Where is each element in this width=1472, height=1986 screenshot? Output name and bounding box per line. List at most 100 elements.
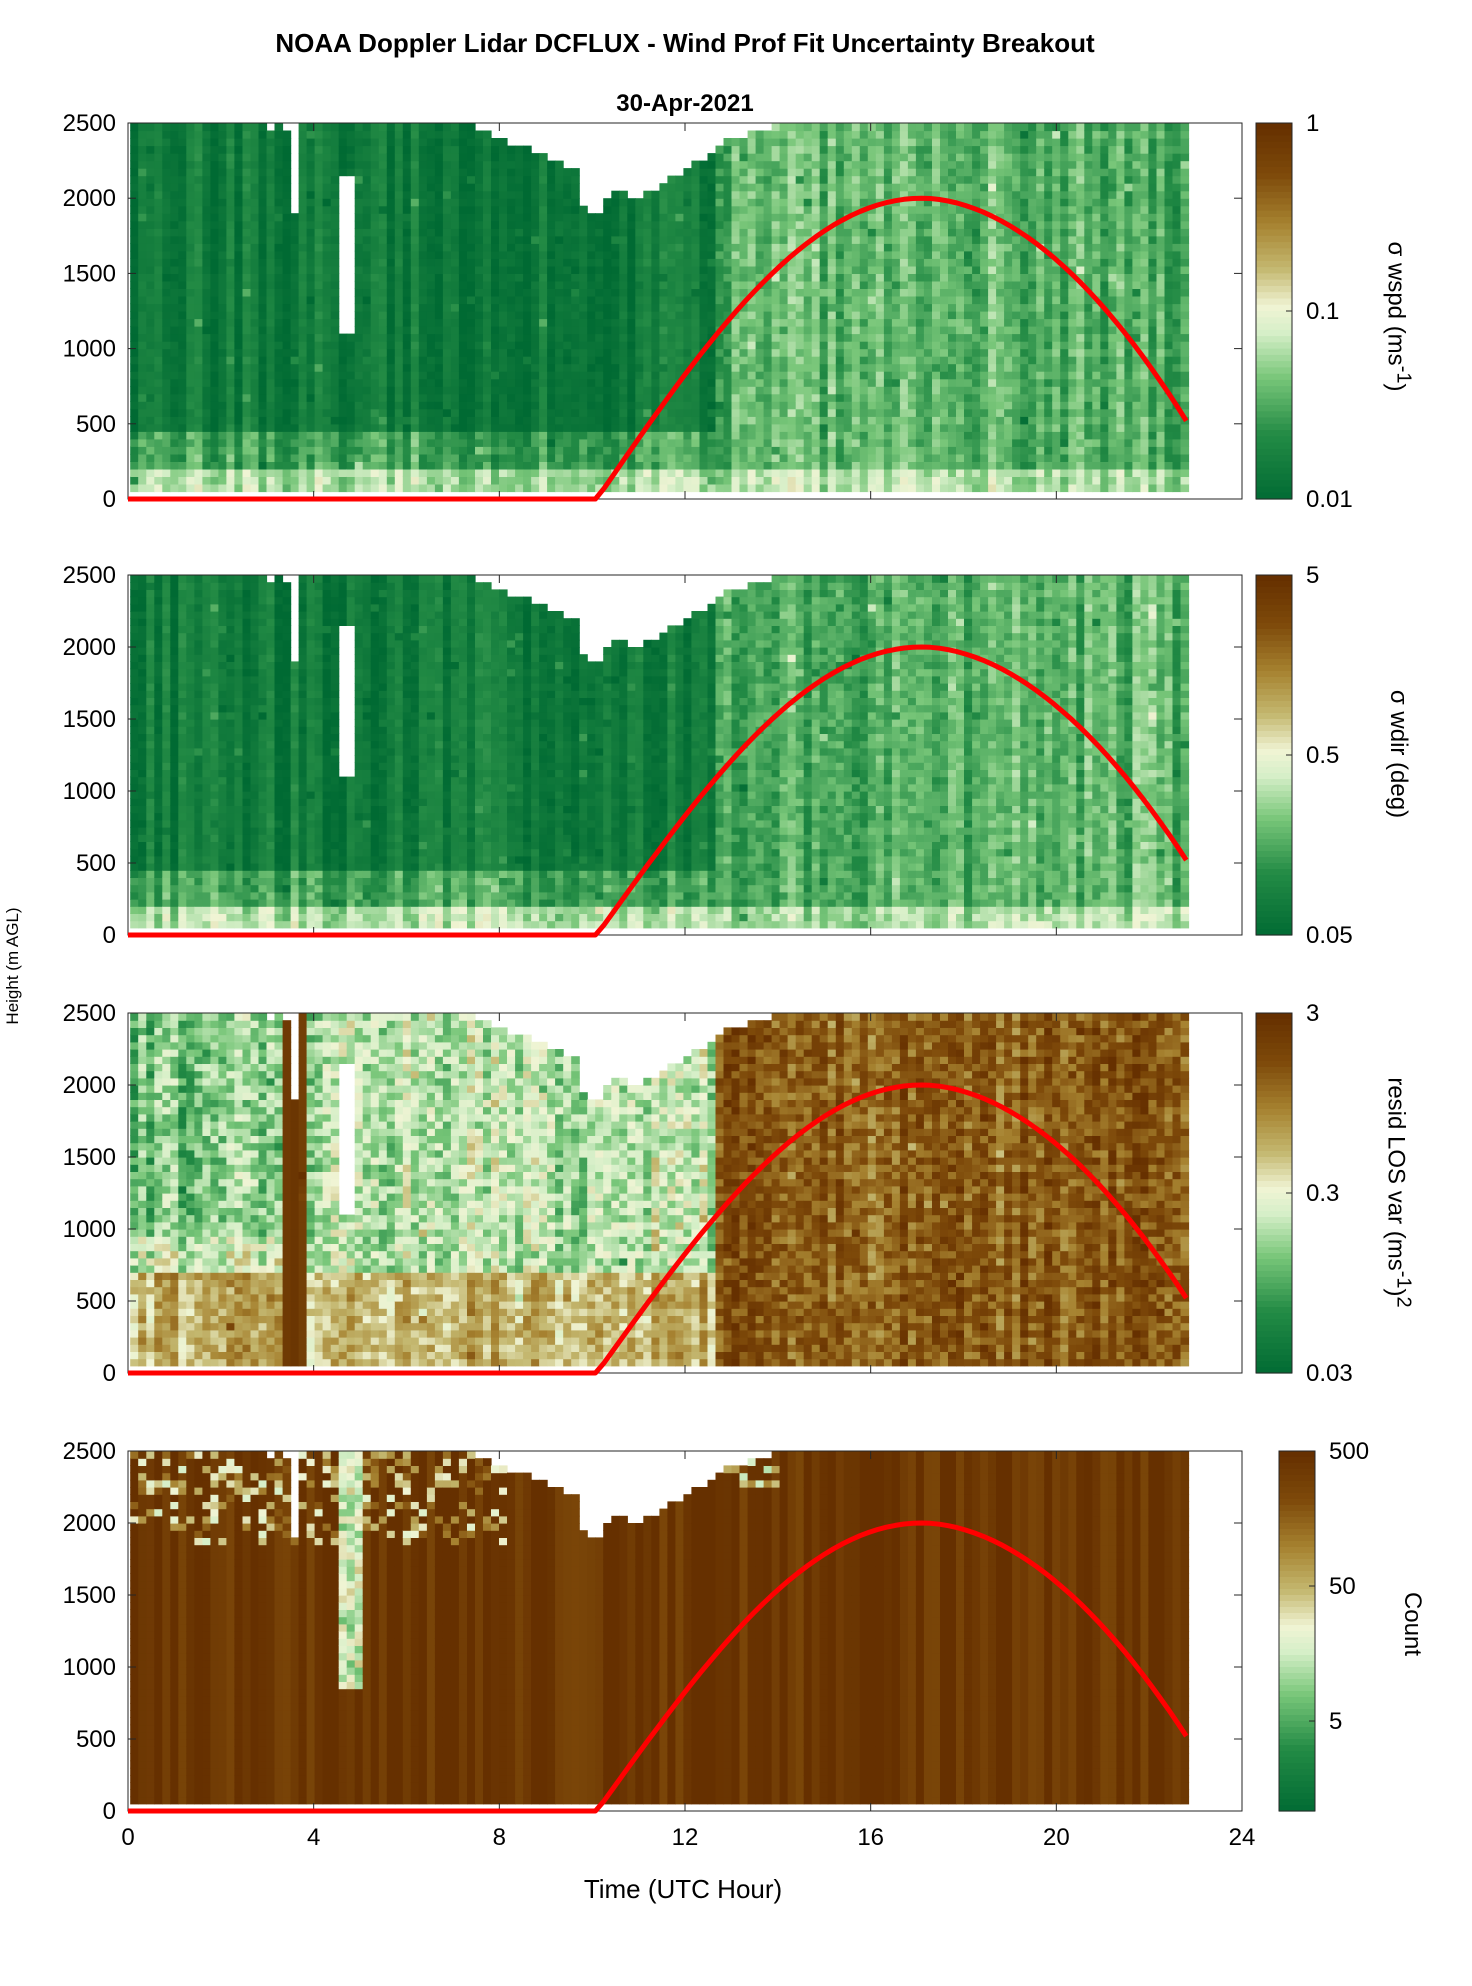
heatmap-cell	[178, 401, 187, 410]
heatmap-cell	[883, 160, 893, 169]
heatmap-cell	[330, 265, 340, 274]
heatmap-cell	[675, 303, 684, 312]
heatmap-cell	[835, 378, 845, 387]
heatmap-cell	[475, 326, 484, 335]
heatmap-cell	[338, 333, 348, 342]
heatmap-cell	[378, 476, 388, 485]
heatmap-cell	[980, 265, 989, 274]
heatmap-cell	[242, 175, 252, 184]
heatmap-cell	[643, 303, 652, 312]
heatmap-cell	[202, 393, 211, 402]
heatmap-cell	[202, 476, 211, 485]
heatmap-cell	[483, 213, 492, 222]
heatmap-cell	[595, 341, 604, 350]
heatmap-cell	[915, 356, 925, 365]
heatmap-cell	[948, 416, 957, 425]
heatmap-cell	[964, 423, 973, 432]
heatmap-cell	[739, 318, 749, 327]
heatmap-cell	[851, 438, 861, 447]
heatmap-cell	[266, 175, 276, 184]
heatmap-cell	[915, 168, 925, 177]
heatmap-cell	[467, 303, 476, 312]
heatmap-cell	[250, 123, 260, 132]
heatmap-cell	[539, 468, 548, 477]
heatmap-cell	[964, 213, 973, 222]
heatmap-cell	[571, 235, 580, 244]
heatmap-cell	[635, 468, 644, 477]
heatmap-cell	[242, 423, 252, 432]
heatmap-cell	[266, 423, 276, 432]
heatmap-cell	[178, 416, 187, 425]
heatmap-cell	[290, 356, 300, 365]
heatmap-cell	[715, 423, 725, 432]
heatmap-cell	[314, 476, 324, 485]
heatmap-cell	[354, 153, 364, 162]
heatmap-cell	[747, 205, 757, 214]
heatmap-cell	[322, 341, 332, 350]
heatmap-cell	[835, 371, 845, 380]
heatmap-cell	[394, 341, 404, 350]
heatmap-cell	[683, 393, 692, 402]
heatmap-cell	[210, 258, 219, 267]
heatmap-cell	[210, 378, 219, 387]
heatmap-cell	[282, 333, 292, 342]
heatmap-cell	[851, 123, 861, 132]
heatmap-cell	[499, 243, 508, 252]
heatmap-cell	[410, 468, 420, 477]
heatmap-cell	[731, 243, 741, 252]
heatmap-cell	[290, 220, 300, 229]
heatmap-cell	[442, 220, 452, 229]
heatmap-cell	[787, 453, 797, 462]
heatmap-cell	[250, 431, 260, 440]
heatmap-cell	[338, 408, 348, 417]
heatmap-cell	[923, 213, 933, 222]
heatmap-cell	[434, 416, 444, 425]
heatmap-cell	[130, 280, 139, 289]
heatmap-cell	[571, 318, 580, 327]
heatmap-cell	[138, 393, 147, 402]
heatmap-cell	[467, 393, 476, 402]
heatmap-cell	[803, 296, 813, 305]
heatmap-cell	[539, 190, 548, 199]
heatmap-cell	[755, 423, 765, 432]
heatmap-cell	[507, 468, 516, 477]
heatmap-cell	[603, 438, 612, 447]
heatmap-cell	[964, 416, 973, 425]
heatmap-cell	[138, 220, 147, 229]
heatmap-cell	[250, 205, 260, 214]
heatmap-cell	[202, 190, 211, 199]
heatmap-cell	[579, 453, 588, 462]
heatmap-cell	[154, 326, 163, 335]
heatmap-cell	[819, 348, 829, 357]
heatmap-cell	[827, 235, 837, 244]
heatmap-cell	[771, 243, 781, 252]
heatmap-cell	[515, 393, 524, 402]
heatmap-cell	[194, 401, 203, 410]
heatmap-cell	[827, 408, 837, 417]
heatmap-cell	[667, 438, 676, 447]
heatmap-cell	[771, 168, 781, 177]
heatmap-cell	[531, 198, 540, 207]
heatmap-cell	[964, 145, 973, 154]
heatmap-cell	[434, 326, 444, 335]
heatmap-cell	[146, 235, 155, 244]
heatmap-cell	[859, 183, 869, 192]
heatmap-cell	[891, 205, 901, 214]
heatmap-cell	[651, 393, 660, 402]
heatmap-cell	[483, 198, 492, 207]
heatmap-cell	[130, 446, 139, 455]
heatmap-cell	[675, 393, 684, 402]
heatmap-cell	[787, 431, 797, 440]
heatmap-cell	[539, 183, 548, 192]
heatmap-cell	[250, 408, 260, 417]
heatmap-cell	[547, 213, 556, 222]
heatmap-cell	[771, 431, 781, 440]
heatmap-cell	[426, 408, 436, 417]
heatmap-cell	[899, 371, 909, 380]
heatmap-cell	[346, 363, 356, 372]
heatmap-cell	[980, 431, 989, 440]
heatmap-cell	[426, 348, 436, 357]
heatmap-cell	[274, 386, 284, 395]
heatmap-cell	[386, 341, 396, 350]
heatmap-cell	[972, 258, 981, 267]
